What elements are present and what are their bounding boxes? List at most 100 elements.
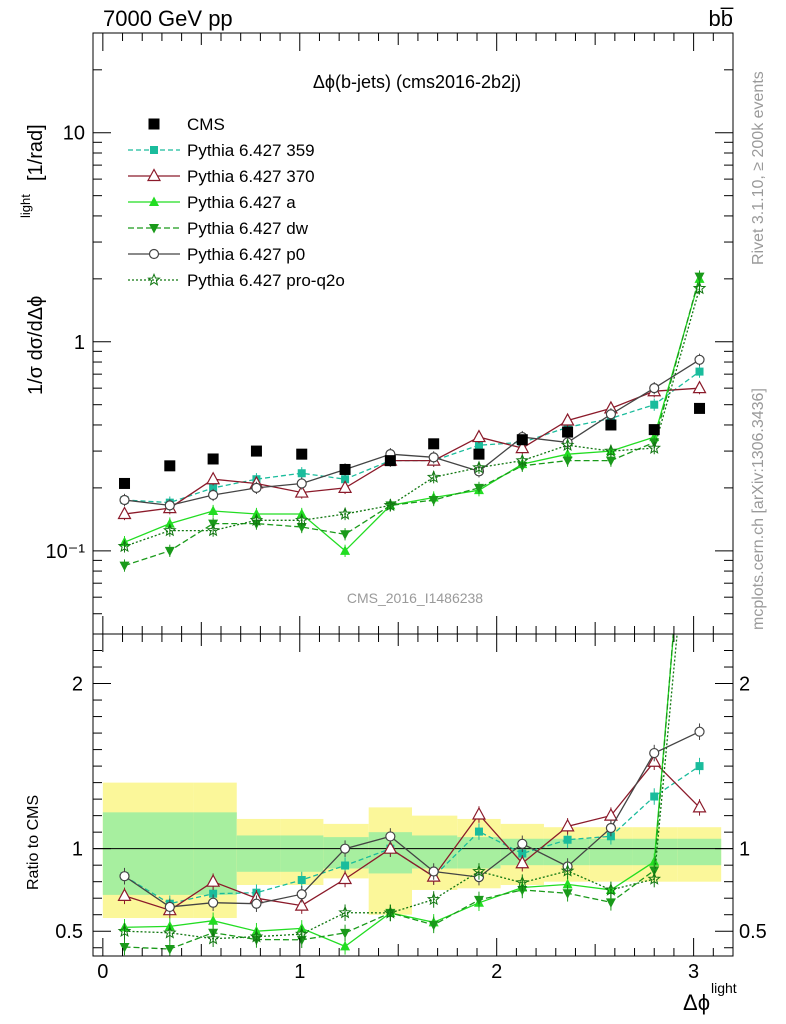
point-marker (208, 505, 219, 516)
data-point-marker (207, 453, 219, 465)
legend-item: Pythia 6.427 p0 (128, 245, 305, 264)
data-point-marker (605, 419, 617, 431)
point-marker (562, 448, 573, 459)
point-marker (474, 827, 483, 836)
legend-label: Pythia 6.427 359 (187, 141, 315, 160)
point-marker (428, 452, 439, 463)
point-marker (117, 888, 132, 901)
legend-label: Pythia 6.427 p0 (187, 245, 305, 264)
header-energy-label: 7000 GeV pp (103, 6, 233, 31)
point-marker (518, 849, 527, 858)
point-marker (340, 928, 351, 939)
point-marker (562, 456, 573, 467)
point-marker (206, 471, 221, 485)
point-marker (605, 822, 617, 834)
point-marker (650, 792, 659, 801)
point-marker (515, 440, 530, 454)
point-marker (294, 484, 309, 498)
point-marker (163, 523, 177, 537)
point-marker (472, 460, 486, 474)
point-marker (649, 383, 660, 394)
point-marker (515, 875, 530, 889)
point-marker (294, 897, 309, 911)
data-point-marker (562, 426, 574, 438)
point-marker (251, 508, 262, 519)
point-marker (563, 835, 572, 844)
point-marker (472, 864, 486, 878)
point-marker (147, 272, 161, 286)
main-y-tick-label: 10⁻¹ (46, 541, 86, 563)
series-line (124, 288, 701, 548)
series-pythia-6-427-p0 (119, 353, 705, 512)
main-y-axis-unit: [1/rad] (25, 124, 47, 181)
point-marker (473, 895, 484, 906)
legend-item: Pythia 6.427 pro-q2o (128, 271, 345, 290)
point-marker (426, 469, 441, 483)
x-tick-label: 2 (491, 961, 502, 983)
point-marker (251, 898, 262, 909)
point-marker (119, 561, 130, 572)
point-marker (338, 871, 353, 885)
point-marker (340, 940, 351, 951)
chart-title: Δϕ(b-jets) (cms2016-2b2j) (313, 72, 521, 92)
point-marker (517, 838, 528, 849)
point-marker (117, 506, 132, 520)
series-line (124, 359, 700, 507)
point-marker (515, 855, 530, 869)
ratio-series-pythia-6-427-pro-q2o (117, 634, 678, 947)
point-marker (647, 871, 661, 885)
point-marker (164, 518, 175, 528)
point-marker (383, 840, 398, 854)
point-marker (692, 799, 707, 813)
data-point-marker (473, 448, 485, 460)
legend-label: Pythia 6.427 a (187, 193, 296, 212)
ratio-plot-area (117, 305, 707, 956)
generator-info-label: Rivet 3.1.10, ≥ 200k events (750, 71, 767, 265)
point-marker (562, 878, 573, 889)
point-marker (560, 818, 575, 832)
stat-uncertainty-band (236, 835, 281, 872)
analysis-watermark: CMS_2016_I1486238 (347, 590, 483, 606)
point-marker (208, 915, 219, 925)
point-marker (562, 889, 573, 899)
point-marker (604, 882, 618, 896)
series-pythia-6-427-a (119, 272, 705, 557)
point-marker (117, 539, 132, 553)
point-marker (251, 482, 262, 493)
point-marker (694, 272, 705, 283)
point-marker (695, 762, 704, 771)
point-marker (428, 920, 439, 931)
point-marker (560, 863, 575, 877)
point-marker (471, 806, 486, 820)
point-marker (119, 494, 130, 506)
legend-item: Pythia 6.427 370 (128, 167, 315, 186)
legend-label: Pythia 6.427 dw (187, 219, 309, 238)
ratio-panel (117, 305, 707, 956)
ratio-y-tick-label: 1 (72, 839, 83, 861)
ratio-y-tick-label: 0.5 (55, 921, 83, 943)
point-marker (695, 367, 704, 376)
x-axis-label-sup: light (711, 980, 737, 996)
point-marker (150, 146, 158, 154)
point-marker (164, 901, 175, 913)
point-marker (296, 522, 307, 533)
point-marker (605, 456, 616, 467)
point-marker (605, 409, 617, 420)
ratio-series-line (124, 634, 674, 950)
legend-label: Pythia 6.427 370 (187, 167, 315, 186)
data-point-marker (164, 460, 176, 472)
point-marker (692, 281, 707, 295)
point-marker (117, 924, 132, 938)
main-y-axis-label-text: 1/σ dσ/dΔϕ (25, 296, 47, 395)
legend-item: CMS (148, 115, 225, 134)
point-marker (163, 925, 177, 939)
point-marker (338, 905, 352, 919)
point-marker (471, 429, 486, 443)
ratio-y-tick-label-right: 1 (739, 839, 750, 861)
point-marker (148, 248, 160, 260)
ratio-y-tick-label-right: 0.5 (739, 921, 767, 943)
point-marker (695, 305, 705, 315)
point-marker (341, 475, 350, 484)
point-marker (694, 726, 705, 737)
